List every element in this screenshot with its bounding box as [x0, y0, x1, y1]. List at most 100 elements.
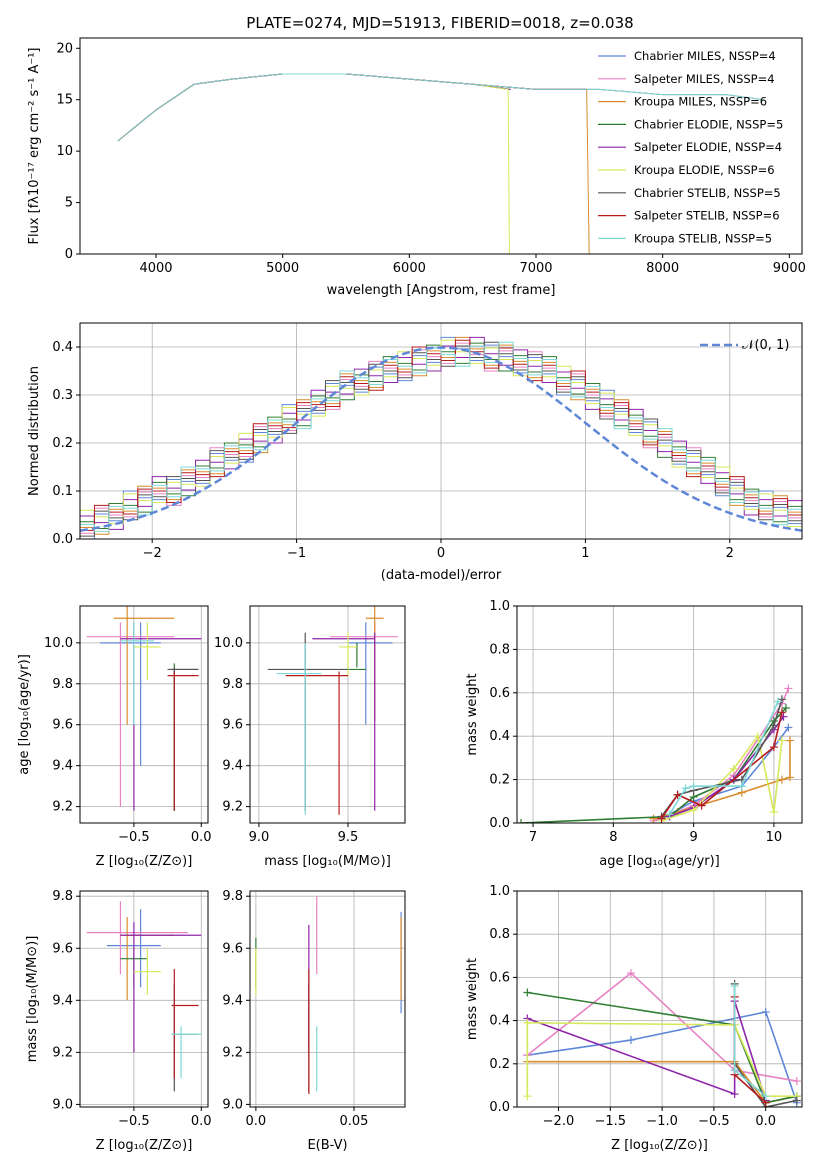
y-tick-label: 9.2 [222, 1045, 243, 1060]
x-tick-label: −1.5 [594, 1114, 626, 1129]
weight-marker [665, 810, 674, 819]
y-tick-label: 5 [65, 196, 73, 211]
weight-marker [627, 969, 635, 978]
histogram-series [80, 339, 802, 531]
y-tick-label: 0.0 [52, 532, 73, 547]
spectrum-series [117, 73, 765, 142]
weight-marker [784, 684, 793, 693]
y-tick-label: 0.0 [489, 1100, 510, 1115]
y-tick-label: 10.0 [214, 636, 243, 651]
weight-marker [681, 784, 690, 793]
legend-label: Kroupa ELODIE, NSSP=6 [634, 163, 775, 177]
x-tick-label: 2 [726, 546, 734, 561]
y-tick-label: 9.2 [222, 800, 243, 815]
y-tick-label: 9.8 [52, 677, 73, 692]
legend-label: 𝒩(0, 1) [742, 338, 789, 353]
weight-marker [773, 697, 782, 706]
y-tick-label: 0.6 [489, 686, 510, 701]
panel-age_vs_mass: 9.0 9.5 9.2 9.4 9.6 9.8 10.0 mass [log₁₀(M/M⊙)] [214, 605, 406, 869]
weight-marker [627, 1036, 635, 1045]
weight-marker [769, 721, 778, 730]
legend-label: Salpeter STELIB, NSSP=6 [634, 209, 780, 223]
y-tick-label: 9.4 [222, 759, 243, 774]
y-axis-label: mass weight [465, 958, 480, 1040]
y-axis-label: mass weight [465, 673, 480, 755]
x-tick-label: 10 [766, 830, 783, 845]
y-tick-label: 0.6 [489, 970, 510, 985]
points [255, 896, 402, 1094]
panel-weight_vs_age: 7 8 9 10 0.0 0.2 0.4 0.6 0.8 1.0 age [log₁₀(age/yr… [465, 599, 803, 869]
histogram-series [80, 341, 802, 532]
normal-curve [80, 346, 802, 532]
y-tick-label: 9.6 [222, 941, 243, 956]
spectrum-lines [117, 73, 765, 254]
y-tick-label: 0.8 [489, 642, 510, 657]
weight-marker [781, 703, 790, 712]
x-tick-label: −1.0 [646, 1114, 678, 1129]
legend: Chabrier MILES, NSSP=4 Salpeter MILES, NS… [598, 49, 783, 245]
y-tick-label: 0.8 [489, 927, 510, 942]
x-tick-label: 0 [437, 546, 445, 561]
weight-marker [784, 723, 793, 732]
x-tick-label: 4000 [139, 261, 172, 276]
weight-marker [697, 801, 706, 810]
axes-frame [79, 890, 209, 1108]
weight-series [661, 727, 789, 820]
spectrum-series [117, 73, 511, 142]
axes-frame [79, 322, 803, 540]
x-axis-label: (data-model)/error [381, 568, 502, 583]
panel-spectrum: 4000 5000 6000 7000 8000 9000 0 5 10 15 20 waveleng… [27, 37, 806, 298]
points [86, 606, 202, 811]
weight-series [527, 1011, 798, 1103]
spectrum-series [117, 73, 510, 254]
x-tick-label: −0.5 [698, 1114, 730, 1129]
weight-series [527, 991, 797, 1104]
x-tick-label: −0.5 [118, 830, 150, 845]
x-tick-label: 0.0 [191, 1114, 212, 1129]
y-tick-label: 9.4 [52, 993, 73, 1008]
x-tick-label: −0.5 [118, 1114, 150, 1129]
y-tick-label: 0.2 [489, 773, 510, 788]
x-tick-label: −2 [143, 546, 162, 561]
legend-label: Kroupa STELIB, NSSP=5 [634, 231, 772, 245]
y-tick-label: 0.2 [52, 436, 73, 451]
x-tick-label: 0.0 [246, 1114, 267, 1129]
y-tick-label: 1.0 [489, 884, 510, 899]
y-tick-label: 10.0 [44, 636, 73, 651]
axes-frame [516, 605, 803, 824]
weight-marker [730, 1066, 739, 1075]
weight-marker [730, 982, 739, 991]
weight-series [527, 1000, 767, 1101]
x-tick-label: −2.0 [543, 1114, 575, 1129]
x-tick-label: 9000 [773, 261, 806, 276]
x-tick-label: 0.05 [340, 1114, 369, 1129]
x-tick-label: 8000 [646, 261, 679, 276]
weight-marker [523, 1018, 532, 1027]
x-tick-label: 1 [581, 546, 589, 561]
axes-frame [79, 37, 803, 255]
axes-frame [79, 605, 209, 824]
weight-marker [689, 805, 698, 814]
weight-lines [517, 684, 794, 823]
y-tick-label: 9.0 [52, 1097, 73, 1112]
x-axis-label: Z [log₁₀(Z/Z⊙)] [96, 1138, 193, 1153]
y-axis-label: mass [log₁₀(M/M⊙)] [25, 936, 40, 1063]
x-tick-label: 7 [529, 830, 537, 845]
y-tick-label: 0 [65, 247, 73, 262]
x-axis-label: age [log₁₀(age/yr)] [599, 854, 720, 869]
weight-marker [792, 1077, 801, 1086]
x-tick-label: 6000 [393, 261, 426, 276]
legend-label: Chabrier MILES, NSSP=4 [634, 49, 776, 63]
axes-frame [516, 890, 803, 1108]
weight-marker [753, 732, 762, 741]
y-tick-label: 9.4 [222, 993, 243, 1008]
y-tick-label: 9.6 [52, 718, 73, 733]
x-tick-label: 5000 [266, 261, 299, 276]
legend-label: Salpeter ELODIE, NSSP=4 [634, 140, 782, 154]
y-tick-label: 9.2 [52, 800, 73, 815]
y-tick-label: 9.0 [222, 1097, 243, 1112]
legend-label: Chabrier STELIB, NSSP=5 [634, 186, 781, 200]
y-tick-label: 9.2 [52, 1045, 73, 1060]
legend-label: Chabrier ELODIE, NSSP=5 [634, 117, 783, 131]
spectrum-series [117, 73, 587, 142]
